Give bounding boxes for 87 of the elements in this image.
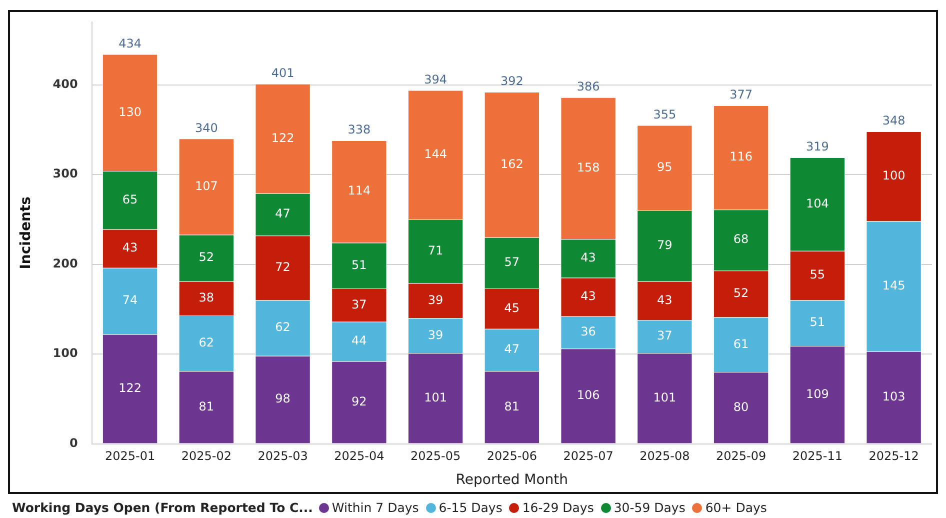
data-label: 92 [352, 394, 367, 408]
data-label: 72 [275, 260, 290, 274]
legend-title: Working Days Open (From Reported To C... [12, 500, 313, 515]
data-label: 71 [428, 243, 444, 258]
data-label: 38 [198, 290, 214, 305]
x-tick-label: 2025-04 [334, 449, 384, 464]
legend-label: Within 7 Days [332, 500, 419, 515]
data-label: 57 [504, 255, 520, 270]
y-axis-title: Incidents [18, 196, 34, 270]
data-label: 104 [806, 196, 829, 210]
y-tick-label: 100 [52, 346, 78, 360]
x-tick-label: 2025-01 [104, 449, 156, 464]
data-label: 101 [653, 390, 676, 404]
y-tick-label: 300 [52, 166, 78, 181]
data-label: 95 [657, 160, 672, 174]
legend-label: 30-59 Days [614, 500, 686, 515]
data-label: 100 [882, 168, 906, 182]
data-label: 81 [504, 399, 520, 414]
data-label: 98 [275, 392, 290, 406]
data-label: 43 [122, 240, 138, 255]
data-label: 51 [810, 315, 826, 330]
total-label: 340 [194, 120, 218, 135]
data-label: 116 [730, 150, 753, 164]
data-label: 101 [424, 390, 447, 404]
y-tick-label: 400 [52, 76, 78, 91]
data-label: 107 [194, 178, 218, 193]
data-label: 145 [882, 278, 906, 292]
data-label: 45 [504, 300, 520, 315]
data-label: 103 [882, 389, 906, 404]
x-tick-label: 2025-03 [258, 449, 308, 464]
data-label: 81 [198, 399, 214, 414]
x-tick-label: 2025-09 [716, 449, 766, 464]
y-tick-label: 200 [52, 256, 78, 270]
total-label: 355 [653, 107, 676, 122]
data-label: 37 [657, 328, 672, 343]
total-label: 392 [500, 74, 524, 88]
data-label: 106 [576, 388, 600, 402]
data-label: 43 [580, 250, 596, 265]
data-label: 130 [118, 104, 142, 119]
x-tick-label: 2025-08 [640, 449, 690, 464]
x-tick-label: 2025-02 [181, 449, 232, 464]
data-label: 44 [352, 334, 367, 348]
data-label: 62 [198, 335, 214, 350]
data-label: 114 [348, 184, 371, 198]
data-label: 43 [657, 292, 672, 307]
x-tick-label: 2025-05 [410, 449, 461, 464]
data-label: 74 [122, 293, 138, 308]
data-label: 51 [352, 258, 367, 272]
total-label: 434 [118, 36, 142, 50]
legend-label: 16-29 Days [522, 500, 594, 515]
data-label: 52 [198, 250, 214, 264]
data-label: 158 [576, 160, 600, 174]
data-label: 43 [580, 289, 596, 304]
total-label: 338 [348, 122, 371, 137]
total-label: 386 [576, 80, 600, 94]
data-label: 122 [271, 130, 294, 145]
data-label: 68 [733, 232, 749, 246]
data-label: 62 [275, 320, 290, 334]
x-tick-label: 2025-07 [563, 449, 614, 464]
x-tick-label: 2025-06 [486, 449, 537, 464]
data-label: 37 [352, 297, 367, 312]
data-label: 65 [122, 192, 138, 206]
data-label: 47 [275, 206, 290, 221]
data-label: 80 [733, 400, 749, 414]
data-label: 39 [428, 328, 444, 342]
data-label: 52 [733, 286, 749, 300]
total-label: 394 [424, 72, 447, 86]
total-label: 401 [271, 66, 294, 80]
x-axis-title: Reported Month [456, 472, 568, 488]
data-label: 122 [118, 380, 142, 395]
legend-label: 6-15 Days [438, 500, 502, 515]
data-label: 55 [810, 268, 826, 282]
x-tick-label: 2025-12 [868, 449, 919, 464]
data-label: 144 [424, 146, 447, 161]
x-tick-label: 2025-11 [792, 449, 843, 464]
data-label: 39 [428, 292, 444, 307]
data-label: 36 [580, 324, 596, 339]
total-label: 348 [882, 114, 906, 128]
y-tick-label: 0 [69, 436, 78, 450]
total-label: 377 [730, 88, 753, 102]
data-label: 61 [733, 336, 749, 351]
data-label: 162 [500, 156, 524, 171]
legend-label: 60+ Days [705, 500, 767, 515]
data-label: 47 [504, 342, 520, 356]
data-label: 109 [806, 386, 829, 401]
data-label: 79 [657, 238, 672, 252]
total-label: 319 [806, 140, 829, 154]
